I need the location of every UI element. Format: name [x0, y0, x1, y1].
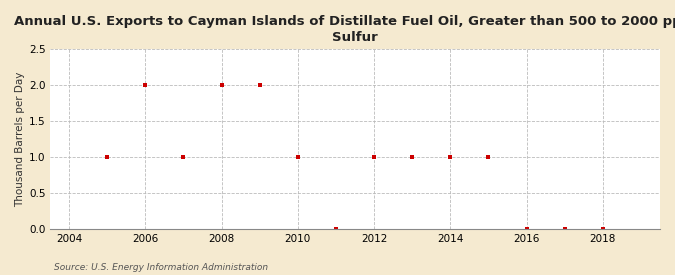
Y-axis label: Thousand Barrels per Day: Thousand Barrels per Day [15, 72, 25, 207]
Title: Annual U.S. Exports to Cayman Islands of Distillate Fuel Oil, Greater than 500 t: Annual U.S. Exports to Cayman Islands of… [14, 15, 675, 44]
Text: Source: U.S. Energy Information Administration: Source: U.S. Energy Information Administ… [54, 263, 268, 272]
